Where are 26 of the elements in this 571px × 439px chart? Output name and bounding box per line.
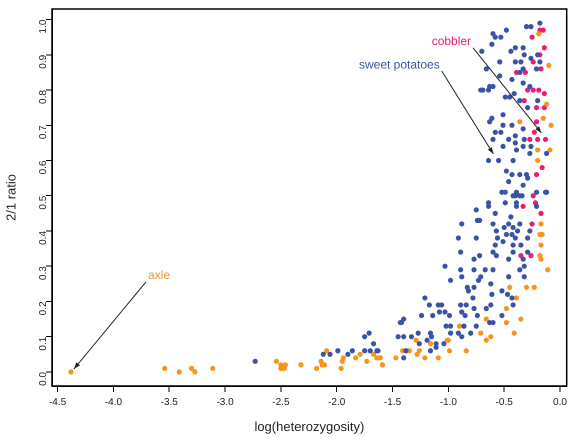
annotation: cobbler (432, 34, 472, 48)
y-tick-label: 0.1 (38, 336, 49, 351)
y-tick-label: 0.2 (38, 301, 49, 316)
x-tick-label: -4.5 (48, 396, 67, 408)
x-tick-label: -3.5 (160, 396, 178, 408)
y-tick-label: 0.6 (38, 160, 49, 174)
y-tick-label: 0.8 (38, 90, 49, 104)
x-tick-label: -3.0 (216, 396, 234, 408)
y-tick-label: 0.9 (38, 54, 49, 69)
x-tick-label: -4.0 (104, 396, 122, 408)
x-axis-title: log(heterozygosity) (254, 418, 364, 434)
y-tick-label: 0.0 (38, 371, 49, 386)
y-tick-label: 0.4 (38, 230, 49, 245)
x-tick-label: -1.5 (384, 396, 402, 408)
annotation: sweet potatoes (359, 57, 440, 72)
x-tick-label: -2.5 (272, 396, 290, 408)
y-axis-title: 2/1 ratio (3, 174, 18, 221)
x-tick-label: -1.0 (440, 396, 458, 408)
y-tick-label: 0.5 (38, 195, 49, 210)
annotation: axle (148, 268, 170, 282)
y-tick-label: 0.3 (38, 266, 49, 280)
x-tick-label: 0.0 (553, 396, 568, 408)
y-tick-label: 1.0 (38, 19, 49, 34)
y-tick-label: 0.7 (38, 124, 49, 140)
x-tick-label: -0.5 (496, 396, 514, 408)
x-tick-label: -2.0 (328, 396, 346, 408)
